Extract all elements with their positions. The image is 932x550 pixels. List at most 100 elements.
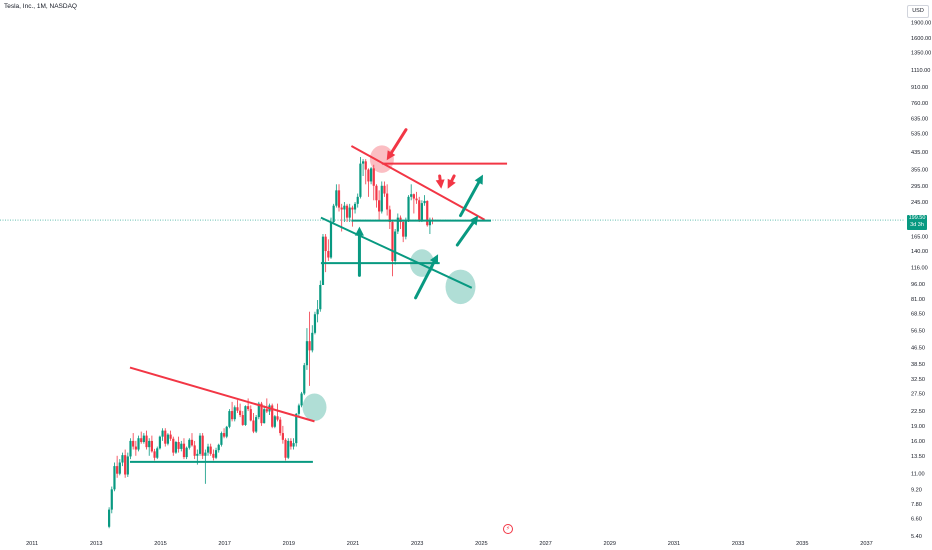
candle-body [410,194,413,197]
candle-body [164,430,167,444]
x-axis-tick-label: 2025 [475,541,487,547]
candle-body [329,222,333,258]
candle-body [369,168,373,182]
currency-button[interactable]: USD [907,5,929,18]
x-axis-tick-label: 2015 [154,541,166,547]
green-arrow[interactable] [455,215,479,247]
candle-body [201,435,204,456]
y-axis-tick-label: 22.50 [911,409,925,415]
candle-body [129,440,132,457]
candle-body [386,193,389,210]
candle-body [276,416,279,420]
candle-body [367,169,370,182]
symbol-title[interactable]: Tesla, Inc., 1M, NASDAQ [4,3,77,10]
y-axis-tick-label: 96.00 [911,282,925,288]
green-arrow[interactable] [414,254,439,300]
x-axis-tick-label: 2013 [90,541,102,547]
y-axis-tick-label: 6.60 [911,516,922,522]
candle-body [353,203,357,210]
y-axis-tick-label: 7.80 [911,502,922,508]
green-trendline[interactable] [320,216,473,289]
candle-body [156,448,159,458]
candle-body [308,341,311,351]
y-axis-tick-label: 760.00 [911,101,928,107]
candle-body [426,200,429,226]
candle-body [190,439,194,446]
x-axis-tick-label: 2023 [411,541,423,547]
candle-body [188,439,191,448]
red-arrow[interactable] [447,174,456,189]
candle-body [359,163,362,197]
y-axis-tick-label: 435.00 [911,150,928,156]
candle-body [241,415,244,425]
candle-body [372,168,375,186]
x-axis-tick-label: 2029 [604,541,616,547]
candle-body [297,405,301,414]
candle-body [420,203,423,220]
candle-body [394,231,397,261]
candle-body [124,455,127,475]
candle-body [279,419,282,434]
y-axis-tick-label: 355.00 [911,168,928,174]
candle-body [271,405,274,427]
candle-body [137,438,140,450]
y-axis-tick-label: 1900.00 [911,21,931,27]
candle-body [364,161,367,170]
y-axis-tick-label: 32.50 [911,377,925,383]
candle-body [225,426,228,437]
candle-body [166,434,170,444]
x-axis-tick-label: 2037 [860,541,872,547]
candle-body [348,207,351,218]
candle-body [337,190,341,208]
price-badge-value: 199.50 [908,215,926,221]
candle-body [257,403,260,418]
lightning-icon[interactable]: ⚡ [503,524,513,534]
candle-body [230,411,234,420]
candle-body [391,222,394,261]
x-axis-tick-label: 2031 [668,541,680,547]
candle-body [142,435,145,443]
y-axis-tick-label: 140.00 [911,249,928,255]
candle-body [300,393,303,406]
y-axis-tick-label: 11.00 [911,472,925,478]
green-arrow[interactable] [459,174,483,218]
y-axis-tick-label: 27.50 [911,392,925,398]
candle-body [110,489,113,510]
candle-body [265,409,268,412]
red-arrow[interactable] [386,128,408,161]
red-trendline[interactable] [350,145,486,221]
y-axis-tick-label: 245.00 [911,200,928,206]
candle-body [198,435,202,454]
candle-body [292,443,295,447]
candle-body [319,284,322,310]
candle-body [423,200,426,204]
candle-body [249,409,252,421]
candle-body [206,446,210,453]
candle-body [228,411,231,427]
candle-body [375,185,378,201]
candle-body [380,185,383,212]
candle-body [289,440,292,447]
candle-body [402,222,405,237]
y-axis-tick-label: 81.00 [911,297,925,303]
candle-body [311,332,314,351]
y-axis-tick-label: 116.00 [911,265,928,271]
candle-body [383,185,386,194]
candle-body [177,442,180,449]
green-arrow[interactable] [354,226,364,277]
y-axis-tick-label: 1600.00 [911,36,931,42]
red-trendline[interactable] [129,366,315,423]
candle-body [169,434,172,439]
candle-body [321,236,325,285]
red-arrow[interactable] [435,174,445,189]
y-axis-tick-label: 13.50 [911,454,925,460]
candle-body [116,466,119,474]
y-axis-tick-label: 1350.00 [911,51,931,57]
candle-body [172,438,175,453]
candle-body [153,451,156,458]
candle-body [263,409,266,424]
candle-body [332,205,335,223]
y-axis-tick-label: 1110.00 [911,68,930,74]
candle-body [220,433,223,445]
